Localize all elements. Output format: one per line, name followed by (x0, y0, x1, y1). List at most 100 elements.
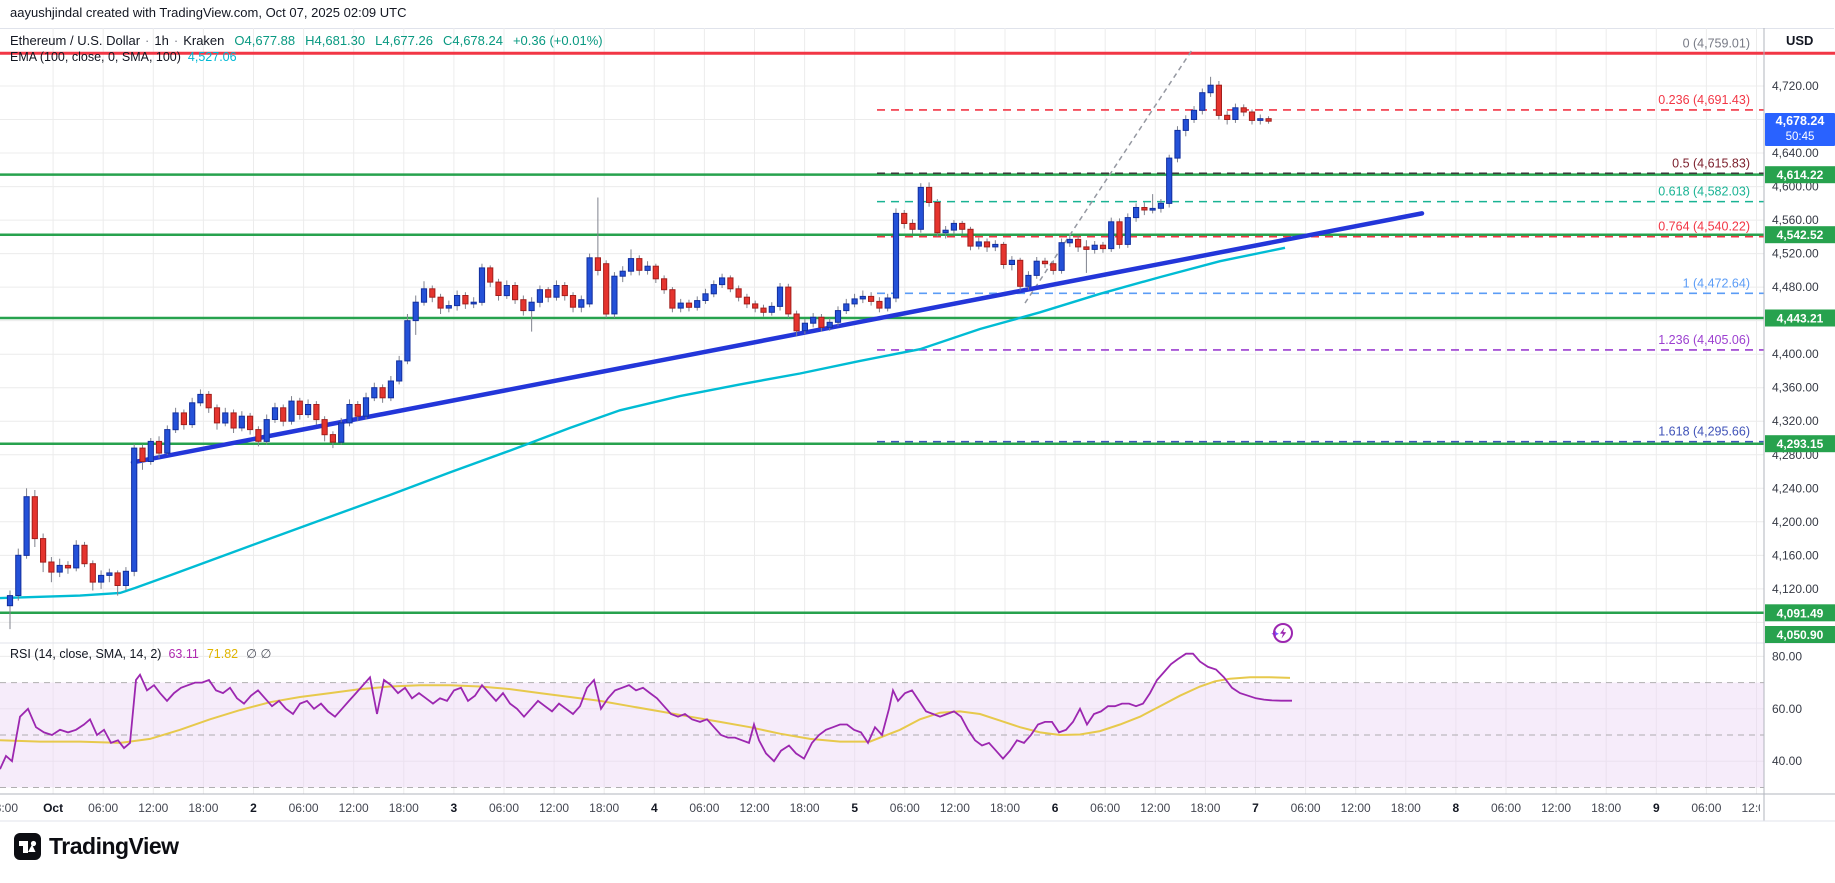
svg-text:12:00: 12:00 (339, 801, 369, 815)
rsi-ma-line[interactable] (0, 676, 1291, 744)
svg-text:06:00: 06:00 (1691, 801, 1721, 815)
svg-text:4,050.90: 4,050.90 (1777, 628, 1824, 642)
rsi-value: 63.11 (168, 647, 199, 661)
svg-text:2: 2 (250, 801, 257, 815)
price-gridlines (0, 51, 1764, 623)
svg-text:12:00: 12:00 (940, 801, 970, 815)
brand-name: TradingView (49, 833, 179, 859)
svg-text:4: 4 (651, 801, 658, 815)
candles[interactable] (6, 76, 1272, 630)
svg-text:12:00: 12:00 (739, 801, 769, 815)
ohlc-change: +0.36 (+0.01%) (512, 33, 603, 48)
svg-text:18:00: 18:00 (1190, 801, 1220, 815)
rsi-extra-values: ∅ ∅ (246, 647, 272, 661)
projection-dashed-line[interactable] (1024, 49, 1193, 304)
time-gridlines (52, 28, 1757, 794)
svg-text:18:00: 18:00 (990, 801, 1020, 815)
svg-text:0.5 (4,615.83): 0.5 (4,615.83) (1672, 156, 1750, 170)
ohlc-low: L4,677.26 (375, 33, 433, 48)
svg-text:4,360.00: 4,360.00 (1772, 381, 1819, 395)
flash-circle-icon[interactable] (1268, 621, 1294, 647)
svg-text:06:00: 06:00 (689, 801, 719, 815)
symbol-exchange: Kraken (183, 33, 225, 48)
rsi-indicator-legend[interactable]: RSI (14, close, SMA, 14, 2) 63.11 71.82 ∅ ∅ (10, 646, 271, 661)
svg-text:4,091.49: 4,091.49 (1777, 606, 1824, 620)
ema-line[interactable] (0, 246, 1286, 600)
svg-text:4,640.00: 4,640.00 (1772, 146, 1819, 160)
svg-text:7: 7 (1252, 801, 1259, 815)
svg-text:4,480.00: 4,480.00 (1772, 280, 1819, 294)
svg-text:9: 9 (1653, 801, 1660, 815)
svg-text:18:00: 18:00 (1591, 801, 1621, 815)
svg-text:12:00: 12:00 (539, 801, 569, 815)
chart-frame (0, 28, 1834, 822)
ohlc-close: C4,678.24 (442, 33, 503, 48)
svg-text:3: 3 (451, 801, 458, 815)
byline-text: aayushjindal created with TradingView.co… (10, 5, 407, 20)
svg-text:4,200.00: 4,200.00 (1772, 515, 1819, 529)
svg-text:4,160.00: 4,160.00 (1772, 548, 1819, 562)
ema-label: EMA (100, close, 0, SMA, 100) (10, 50, 181, 64)
svg-text:4,400.00: 4,400.00 (1772, 347, 1819, 361)
separator-dot: · (145, 33, 150, 48)
svg-text:80.00: 80.00 (1772, 649, 1802, 663)
svg-text:18:00: 18:00 (1391, 801, 1421, 815)
svg-text:4,614.22: 4,614.22 (1777, 168, 1824, 182)
tradingview-watermark[interactable]: TradingView (14, 833, 179, 860)
svg-text:0 (4,759.01): 0 (4,759.01) (1683, 36, 1750, 50)
current-price-axis-label: 4,678.24 50:45 (1765, 113, 1835, 146)
rsi-ma-value: 71.82 (206, 647, 239, 661)
svg-text:12:00: 12:00 (1341, 801, 1371, 815)
rsi-gridlines (0, 655, 1764, 762)
svg-text:4,320.00: 4,320.00 (1772, 414, 1819, 428)
svg-text:8: 8 (1453, 801, 1460, 815)
separator-dot: · (173, 33, 179, 48)
svg-text:0.764 (4,540.22): 0.764 (4,540.22) (1658, 220, 1750, 234)
svg-text:4,720.00: 4,720.00 (1772, 79, 1819, 93)
svg-text:06:00: 06:00 (489, 801, 519, 815)
tradingview-logo-icon (14, 833, 41, 860)
rsi-line[interactable] (0, 652, 1292, 770)
svg-text:4,542.52: 4,542.52 (1777, 228, 1824, 242)
symbol-title: Ethereum / U.S. Dollar (10, 33, 141, 48)
svg-text:12:00: 12:00 (1541, 801, 1571, 815)
ohlc-open: O4,677.88 (234, 33, 296, 48)
svg-text:Oct: Oct (43, 801, 63, 815)
svg-text:4,443.21: 4,443.21 (1777, 312, 1824, 326)
svg-text:06:00: 06:00 (1491, 801, 1521, 815)
rsi-label: RSI (14, close, SMA, 14, 2) (10, 647, 162, 661)
svg-text:06:00: 06:00 (1291, 801, 1321, 815)
svg-text:18:00: 18:00 (188, 801, 218, 815)
svg-text:6: 6 (1052, 801, 1059, 815)
svg-text:60.00: 60.00 (1772, 702, 1802, 716)
ohlc-high: H4,681.30 (305, 33, 366, 48)
symbol-interval: 1h (154, 33, 169, 48)
svg-text:4,560.00: 4,560.00 (1772, 213, 1819, 227)
symbol-legend[interactable]: Ethereum / U.S. Dollar · 1h · Kraken O4,677.8… (10, 33, 603, 48)
svg-text:12:00: 12:00 (1741, 801, 1771, 815)
fib-retracement[interactable]: 0 (4,759.01) 0.236 (4,691.43) 0.5 (4,615.8… (877, 36, 1764, 443)
svg-text:1.618 (4,295.66): 1.618 (4,295.66) (1658, 425, 1750, 439)
svg-text:0.236 (4,691.43): 0.236 (4,691.43) (1658, 93, 1750, 107)
current-price-value: 4,678.24 (1775, 114, 1825, 128)
svg-text:4,293.15: 4,293.15 (1777, 437, 1824, 451)
currency-axis-label[interactable]: USD (1786, 33, 1814, 48)
svg-text:06:00: 06:00 (1090, 801, 1120, 815)
time-axis[interactable]: 18:00 Oct 06:00 12:00 18:00 2 06:00 12:00 18:00 3… (0, 801, 1772, 815)
svg-text:4,520.00: 4,520.00 (1772, 247, 1819, 261)
price-axis[interactable]: 4,720.004,640.004,600.004,560.004,520.00… (1772, 79, 1819, 768)
price-level-labels: 4,614.22 4,542.52 4,443.21 4,293.15 4,091.49… (1765, 166, 1835, 643)
ema-value: 4,527.06 (187, 50, 237, 64)
svg-text:18:00: 18:00 (0, 801, 18, 815)
svg-text:06:00: 06:00 (289, 801, 319, 815)
support-resistance-lines[interactable] (0, 173, 1764, 615)
svg-text:06:00: 06:00 (890, 801, 920, 815)
svg-text:18:00: 18:00 (389, 801, 419, 815)
svg-text:18:00: 18:00 (790, 801, 820, 815)
svg-text:5: 5 (851, 801, 858, 815)
ema-indicator-legend[interactable]: EMA (100, close, 0, SMA, 100) 4,527.06 (10, 50, 237, 64)
svg-text:18:00: 18:00 (589, 801, 619, 815)
svg-text:40.00: 40.00 (1772, 754, 1802, 768)
